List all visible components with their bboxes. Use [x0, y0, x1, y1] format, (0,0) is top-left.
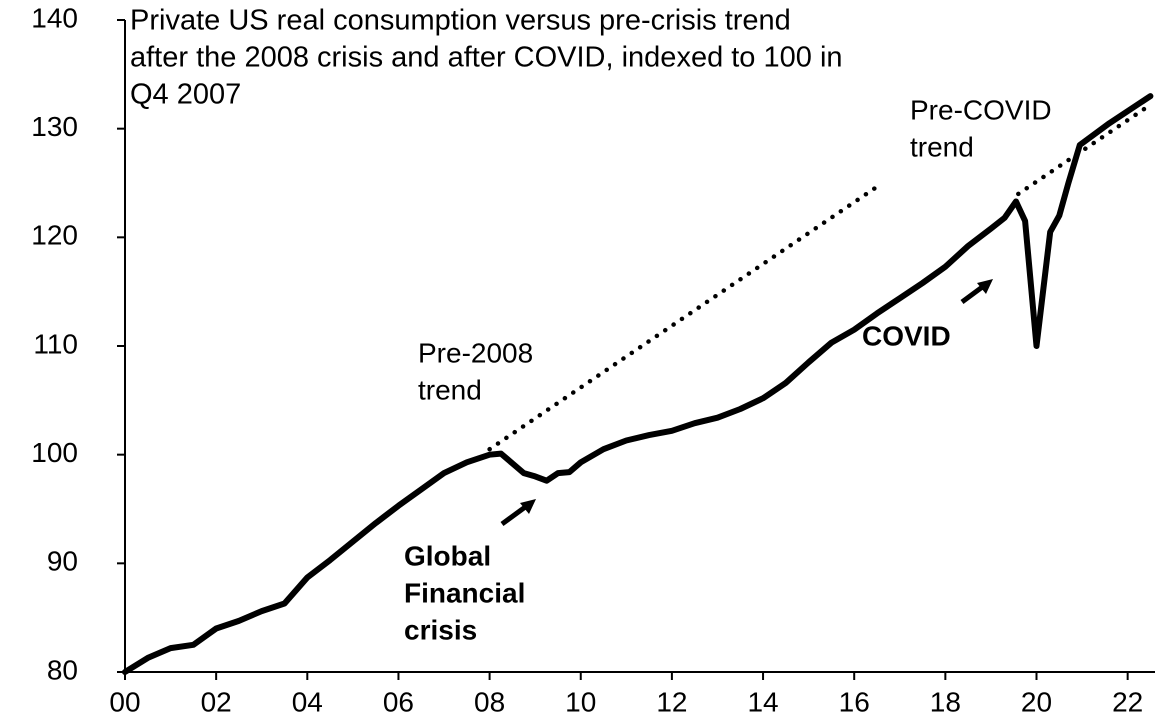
y-tick-label: 120 [31, 220, 78, 251]
chart-title: Q4 2007 [130, 79, 241, 111]
x-tick-label: 16 [839, 686, 870, 717]
annotation: Pre-2008 [418, 337, 533, 368]
arrows [500, 279, 993, 527]
trend-line [1016, 102, 1153, 197]
annotation: trend [418, 374, 482, 405]
x-tick-label: 02 [201, 686, 232, 717]
annotation: trend [910, 131, 974, 162]
y-tick-label: 140 [31, 2, 78, 33]
x-tick-label: 18 [930, 686, 961, 717]
y-tick-label: 130 [31, 111, 78, 142]
x-tick-label: 10 [565, 686, 596, 717]
x-tick-label: 22 [1112, 686, 1143, 717]
annotation: crisis [404, 614, 477, 645]
trend-line [487, 182, 882, 452]
arrow-head [520, 499, 536, 514]
data-line [122, 93, 1154, 675]
x-tick-label: 04 [292, 686, 323, 717]
annotation: Financial [404, 577, 525, 608]
arrow [500, 502, 530, 527]
x-tick-label: 20 [1021, 686, 1052, 717]
arrow-head [977, 279, 993, 294]
x-tick-label: 00 [109, 686, 140, 717]
chart-title: Private US real consumption versus pre-c… [130, 5, 791, 37]
x-tick-label: 06 [383, 686, 414, 717]
y-tick-label: 90 [47, 546, 78, 577]
y-tick-label: 80 [47, 654, 78, 685]
chart-title: after the 2008 crisis and after COVID, i… [130, 42, 843, 74]
annotation: Global [404, 540, 491, 571]
x-tick-label: 12 [656, 686, 687, 717]
x-tick-label: 14 [747, 686, 778, 717]
y-tick-label: 110 [33, 328, 78, 359]
annotation: COVID [862, 320, 951, 351]
x-tick-label: 08 [474, 686, 505, 717]
y-tick-label: 100 [31, 437, 78, 468]
annotation: Pre-COVID [910, 94, 1052, 125]
